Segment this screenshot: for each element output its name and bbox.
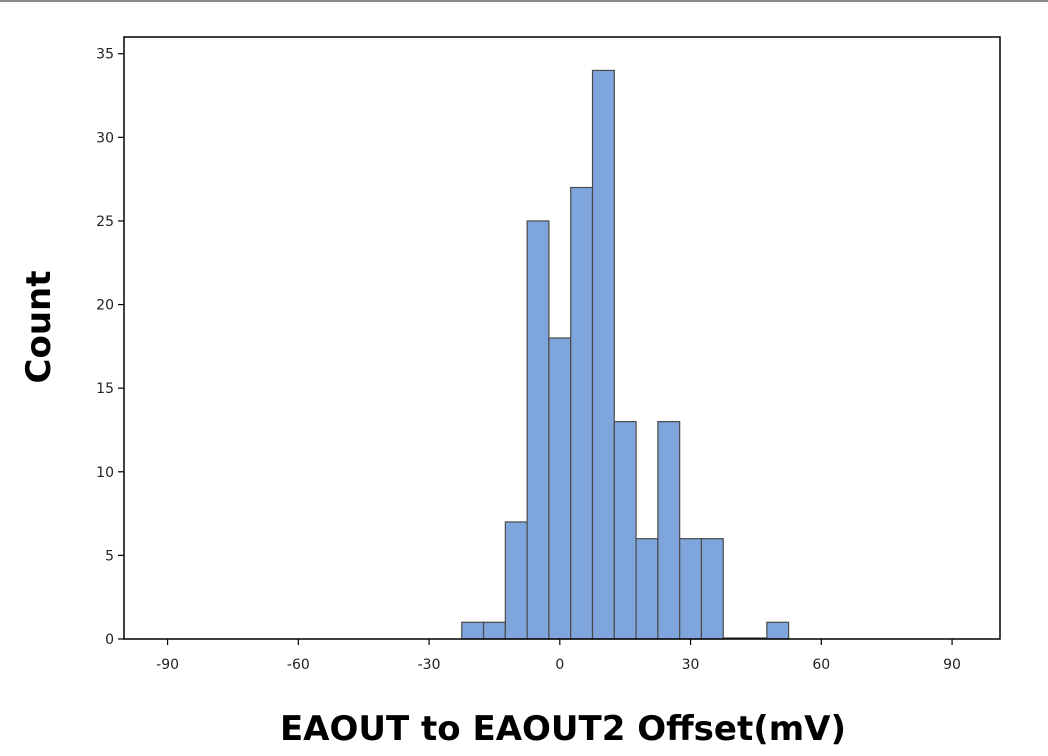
y-tick-label: 15 [96, 381, 114, 397]
histogram-bar [548, 337, 572, 640]
x-tick-label: 0 [555, 657, 564, 673]
histogram-bar [504, 521, 528, 640]
y-axis-ticks: 0 5 10 15 20 25 30 35 [96, 47, 124, 648]
histogram-bar [570, 186, 594, 640]
histogram-bar [461, 621, 485, 640]
y-tick-label: 25 [96, 214, 114, 230]
histogram-bars [461, 69, 790, 640]
histogram-bar [700, 538, 724, 640]
y-tick-label: 30 [96, 130, 114, 146]
y-tick-label: 35 [96, 47, 114, 63]
histogram-bar [657, 421, 681, 640]
top-divider-line [0, 0, 1048, 2]
histogram-bar [591, 69, 615, 640]
histogram-bar [526, 220, 550, 640]
plot-area-frame [123, 36, 1001, 640]
x-axis-ticks: -90 -60 -30 0 30 60 90 [156, 639, 961, 673]
x-tick-label: -60 [287, 657, 310, 673]
x-tick-label: 60 [812, 657, 830, 673]
x-tick-label: 90 [943, 657, 961, 673]
histogram-bar [482, 621, 506, 640]
histogram-bar [635, 538, 659, 640]
histogram-bar [766, 621, 790, 640]
y-tick-label: 5 [105, 548, 114, 564]
y-tick-label: 20 [96, 298, 114, 314]
x-tick-label: -90 [156, 657, 179, 673]
y-tick-label: 0 [105, 632, 114, 648]
x-tick-label: -30 [418, 657, 441, 673]
histogram-bar [613, 421, 637, 640]
y-axis-title: Count [19, 271, 59, 384]
y-tick-label: 10 [96, 465, 114, 481]
x-tick-label: 30 [682, 657, 700, 673]
histogram-bar [679, 538, 703, 640]
x-axis-title: EAOUT to EAOUT2 Offset(mV) [280, 709, 846, 749]
